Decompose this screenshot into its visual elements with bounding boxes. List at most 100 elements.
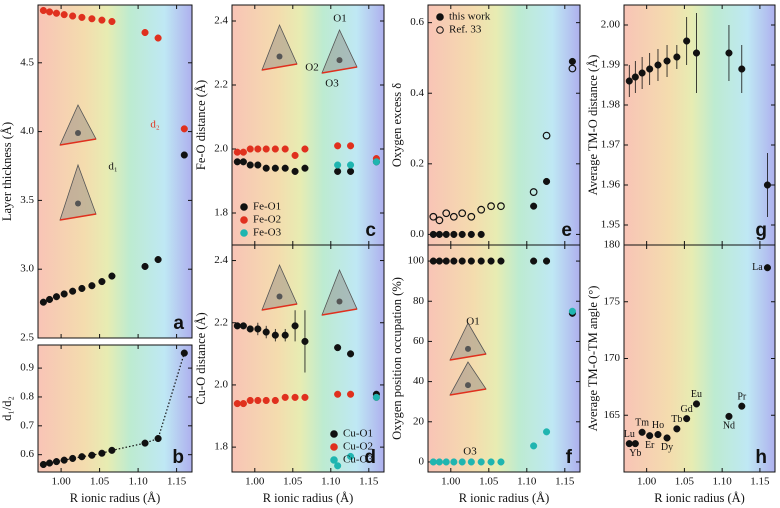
data-point <box>663 57 671 65</box>
data-point <box>450 458 458 466</box>
inset-bond <box>59 138 97 146</box>
data-point <box>334 167 342 175</box>
data-point <box>254 396 262 405</box>
data-point <box>254 325 262 333</box>
data-point <box>154 256 162 264</box>
y-tick-label: 1.97 <box>601 139 621 151</box>
y-tick-label: 0 <box>419 455 425 467</box>
data-point <box>254 145 262 153</box>
y-tick-label: 2.5 <box>20 332 34 344</box>
data-point <box>487 202 495 211</box>
y-tick-label: 80 <box>413 295 425 307</box>
y-tick-label: 170 <box>604 352 621 364</box>
data-point <box>692 400 701 408</box>
inset-atom <box>336 57 343 64</box>
legend-marker <box>240 203 248 211</box>
data-point <box>88 15 96 23</box>
x-tick-label: 1.00 <box>637 476 657 488</box>
plot-background <box>624 5 775 245</box>
data-point <box>98 278 106 286</box>
y-tick-label: 0.4 <box>410 87 424 99</box>
legend-label: Cu-O2 <box>343 441 373 453</box>
data-point <box>763 181 772 189</box>
data-point <box>725 412 733 420</box>
data-point <box>638 428 646 436</box>
y-tick-label: 2.4 <box>214 15 228 27</box>
inset-atom <box>276 293 283 300</box>
data-point <box>239 322 247 330</box>
data-point <box>442 230 450 238</box>
inset-bond <box>321 308 358 316</box>
data-point <box>631 73 639 81</box>
data-point <box>39 298 47 306</box>
annotation: d₁ <box>108 161 118 173</box>
y-axis-label: Cu-O distance (Å) <box>194 312 208 404</box>
data-point <box>141 262 149 270</box>
y-axis-label: Fe-O distance (Å) <box>194 80 208 170</box>
data-point <box>46 295 54 304</box>
data-point <box>638 69 646 77</box>
data-point <box>262 145 270 153</box>
x-tick-label: 1.10 <box>713 476 733 488</box>
data-point <box>233 158 241 166</box>
x-tick-label: 1.05 <box>283 476 303 488</box>
x-tick-label: 1.00 <box>245 476 265 488</box>
legend-marker <box>436 13 444 21</box>
point-label: Tb <box>671 414 682 425</box>
y-tick-label: 100 <box>408 255 425 267</box>
data-point <box>458 209 467 218</box>
y-tick-label: 0.6 <box>410 16 424 28</box>
legend-marker <box>330 456 338 464</box>
plot-background <box>232 245 384 472</box>
data-point <box>254 161 262 169</box>
data-point <box>631 440 639 448</box>
data-point <box>487 458 495 466</box>
data-point <box>568 64 577 73</box>
data-point <box>233 148 241 156</box>
plot-background <box>428 5 580 245</box>
data-point <box>180 125 188 133</box>
data-point <box>347 161 355 169</box>
inset-bond <box>261 303 298 311</box>
data-point <box>334 462 342 470</box>
data-point <box>291 167 299 175</box>
y-tick-label: 0.0 <box>410 228 424 240</box>
data-point <box>477 205 486 214</box>
data-point <box>246 161 254 169</box>
data-point <box>372 393 380 401</box>
data-point <box>442 209 451 218</box>
data-point <box>52 9 61 17</box>
data-point <box>46 8 54 16</box>
data-point <box>497 202 505 211</box>
data-point <box>347 142 355 150</box>
legend-marker <box>436 26 444 34</box>
legend-marker <box>240 229 248 237</box>
legend-marker <box>330 443 338 451</box>
data-point <box>347 350 355 358</box>
plot-frame <box>231 244 385 473</box>
y-tick-label: 1.8 <box>214 207 228 219</box>
x-axis-label: R ionic radius (Å) <box>459 491 550 505</box>
x-tick-label: 1.15 <box>167 476 187 488</box>
y-tick-label: 2.4 <box>214 254 228 266</box>
data-point <box>154 434 162 443</box>
data-point <box>458 230 466 238</box>
data-point <box>39 6 47 15</box>
data-point <box>347 390 355 398</box>
inset-bond <box>449 353 487 361</box>
data-point <box>429 212 438 221</box>
data-point <box>543 177 551 186</box>
inset-bond <box>449 388 487 396</box>
data-point <box>543 428 551 436</box>
data-point <box>281 164 289 172</box>
data-point <box>673 53 681 61</box>
data-point <box>487 257 495 265</box>
data-point <box>78 13 86 21</box>
data-point <box>347 452 355 461</box>
data-point <box>334 390 342 398</box>
data-point <box>69 287 77 295</box>
data-point <box>467 230 475 238</box>
y-axis-label: d₁/d₂ <box>0 396 14 421</box>
data-point <box>450 257 458 265</box>
data-point <box>301 337 309 345</box>
